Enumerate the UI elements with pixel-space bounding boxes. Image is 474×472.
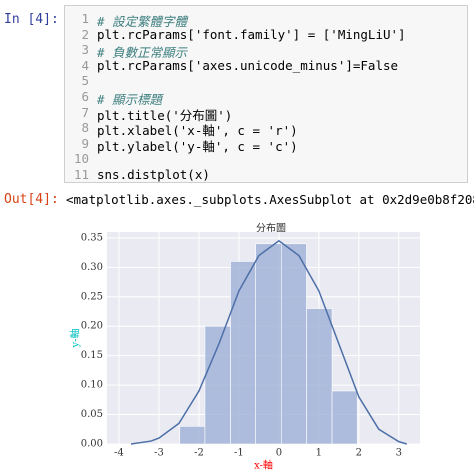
x-tick-label: 3 <box>396 448 402 459</box>
code-cell[interactable]: 1 # 設定繁體字體 2 plt.rcParams['font.family'] = … <box>64 5 468 183</box>
line-number: 4 <box>81 57 89 73</box>
x-tick-label: -1 <box>234 448 244 459</box>
bar <box>306 308 333 445</box>
code-line: plt.xlabel('x-軸', c = 'r') <box>97 123 298 139</box>
code-line: plt.rcParams['font.family'] = ['MingLiU'… <box>97 26 406 42</box>
code-line: plt.rcParams['axes.unicode_minus']=False <box>97 57 399 73</box>
y-tick-label: 0.35 <box>81 232 103 243</box>
x-axis-label: x-軸 <box>254 459 273 472</box>
line-number: 11 <box>73 167 89 182</box>
y-tick-label: 0.00 <box>81 439 103 450</box>
line-number: 7 <box>81 104 89 120</box>
y-axis-label: y-軸 <box>69 328 82 348</box>
bar <box>255 243 282 445</box>
code-line: plt.title('分布圖') <box>97 107 233 123</box>
y-tick-label: 0.30 <box>81 262 103 273</box>
y-tick-label: 0.05 <box>81 409 103 420</box>
bar <box>280 243 307 445</box>
kde-line <box>130 239 408 445</box>
code-line: plt.ylabel('y-軸', c = 'c') <box>97 138 298 154</box>
line-number: 10 <box>73 151 89 167</box>
x-tick-label: -2 <box>194 448 204 459</box>
line-number: 2 <box>81 26 89 42</box>
x-tick-label: -3 <box>154 448 164 459</box>
chart-title: 分布圖 <box>256 223 286 235</box>
bar <box>230 261 257 445</box>
line-number: 8 <box>81 120 89 136</box>
code-line: # 負數正常顯示 <box>97 45 188 61</box>
y-tick-label: 0.25 <box>81 291 103 302</box>
x-tick-label: 1 <box>316 448 322 459</box>
bar <box>331 390 358 445</box>
code-line: sns.distplot(x) <box>97 167 210 182</box>
line-number: 3 <box>81 42 89 58</box>
x-tick-label: 0 <box>276 448 282 459</box>
input-prompt: In [4]: <box>4 12 59 27</box>
x-tick-label: 2 <box>356 448 362 459</box>
bar <box>179 426 206 445</box>
line-number: 9 <box>81 135 89 151</box>
y-tick-label: 0.15 <box>81 350 103 361</box>
output-text: <matplotlib.axes._subplots.AxesSubplot a… <box>66 192 474 207</box>
x-tick-label: -4 <box>114 448 124 459</box>
y-tick-label: 0.20 <box>81 321 103 332</box>
bar <box>204 325 231 445</box>
line-number: 1 <box>81 11 89 26</box>
code-line: # 顯示標題 <box>97 92 163 107</box>
y-tick-label: 0.10 <box>81 380 103 391</box>
output-prompt: Out[4]: <box>4 192 59 207</box>
line-number: 6 <box>81 89 89 104</box>
code-line: # 設定繁體字體 <box>97 14 188 29</box>
line-number: 5 <box>81 73 89 89</box>
